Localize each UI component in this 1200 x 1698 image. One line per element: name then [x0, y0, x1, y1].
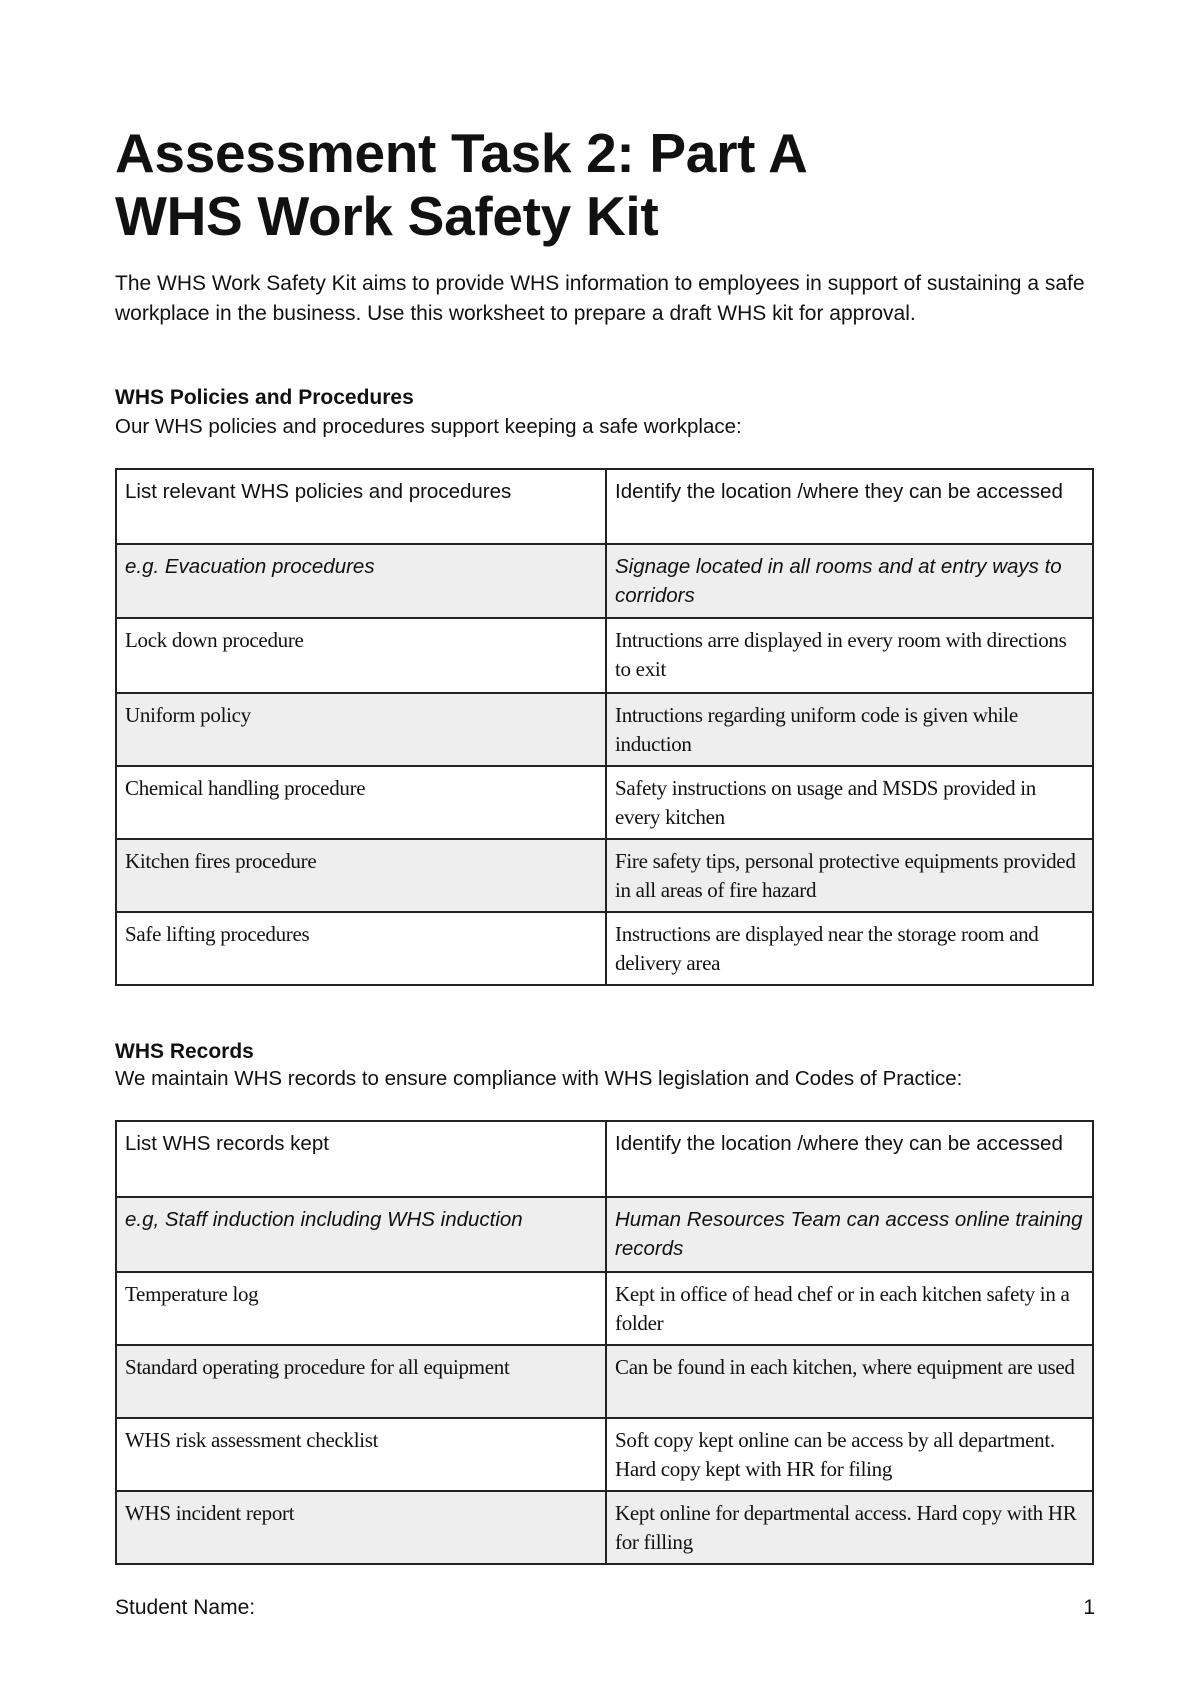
table-row: WHS risk assessment checklist Soft copy … — [115, 1417, 1094, 1492]
location-cell[interactable]: Intructions regarding uniform code is gi… — [605, 692, 1094, 767]
table-header-row: List relevant WHS policies and procedure… — [115, 468, 1094, 545]
table-row: Chemical handling procedure Safety instr… — [115, 765, 1094, 840]
header-cell: Identify the location /where they can be… — [605, 1120, 1094, 1198]
page-number: 1 — [1083, 1596, 1095, 1619]
record-cell[interactable]: Standard operating procedure for all equ… — [115, 1344, 607, 1419]
location-cell[interactable]: Intructions arre displayed in every room… — [605, 617, 1094, 694]
records-description: We maintain WHS records to ensure compli… — [115, 1067, 963, 1090]
location-cell[interactable]: Instructions are displayed near the stor… — [605, 911, 1094, 986]
table-row: Lock down procedure Intructions arre dis… — [115, 617, 1094, 694]
location-cell[interactable]: Kept online for departmental access. Har… — [605, 1490, 1094, 1565]
table-header-row: List WHS records kept Identify the locat… — [115, 1120, 1094, 1198]
title-line-1: Assessment Task 2: Part A — [115, 122, 808, 184]
example-cell: Signage located in all rooms and at entr… — [605, 543, 1094, 619]
record-cell[interactable]: Temperature log — [115, 1271, 607, 1346]
record-cell[interactable]: WHS risk assessment checklist — [115, 1417, 607, 1492]
header-cell: List relevant WHS policies and procedure… — [115, 468, 607, 545]
location-cell[interactable]: Can be found in each kitchen, where equi… — [605, 1344, 1094, 1419]
policy-cell[interactable]: Chemical handling procedure — [115, 765, 607, 840]
example-cell: Human Resources Team can access online t… — [605, 1196, 1094, 1273]
example-cell: e.g. Evacuation procedures — [115, 543, 607, 619]
records-heading: WHS Records — [115, 1040, 254, 1063]
policies-table: List relevant WHS policies and procedure… — [115, 468, 1094, 986]
header-cell: List WHS records kept — [115, 1120, 607, 1198]
title-line-2: WHS Work Safety Kit — [115, 185, 659, 247]
student-name-label: Student Name: — [115, 1596, 256, 1619]
record-cell[interactable]: WHS incident report — [115, 1490, 607, 1565]
header-cell: Identify the location /where they can be… — [605, 468, 1094, 545]
policy-cell[interactable]: Uniform policy — [115, 692, 607, 767]
table-row: Kitchen fires procedure Fire safety tips… — [115, 838, 1094, 913]
table-row: Uniform policy Intructions regarding uni… — [115, 692, 1094, 767]
table-row: Safe lifting procedures Instructions are… — [115, 911, 1094, 986]
policies-description: Our WHS policies and procedures support … — [115, 415, 742, 438]
policies-heading: WHS Policies and Procedures — [115, 386, 414, 409]
location-cell[interactable]: Kept in office of head chef or in each k… — [605, 1271, 1094, 1346]
example-row: e.g, Staff induction including WHS induc… — [115, 1196, 1094, 1273]
location-cell[interactable]: Safety instructions on usage and MSDS pr… — [605, 765, 1094, 840]
intro-paragraph: The WHS Work Safety Kit aims to provide … — [115, 272, 1085, 325]
location-cell[interactable]: Fire safety tips, personal protective eq… — [605, 838, 1094, 913]
table-row: Temperature log Kept in office of head c… — [115, 1271, 1094, 1346]
example-cell: e.g, Staff induction including WHS induc… — [115, 1196, 607, 1273]
example-row: e.g. Evacuation procedures Signage locat… — [115, 543, 1094, 619]
records-table: List WHS records kept Identify the locat… — [115, 1120, 1094, 1565]
policy-cell[interactable]: Kitchen fires procedure — [115, 838, 607, 913]
location-cell[interactable]: Soft copy kept online can be access by a… — [605, 1417, 1094, 1492]
policy-cell[interactable]: Lock down procedure — [115, 617, 607, 694]
table-row: Standard operating procedure for all equ… — [115, 1344, 1094, 1419]
policy-cell[interactable]: Safe lifting procedures — [115, 911, 607, 986]
table-row: WHS incident report Kept online for depa… — [115, 1490, 1094, 1565]
